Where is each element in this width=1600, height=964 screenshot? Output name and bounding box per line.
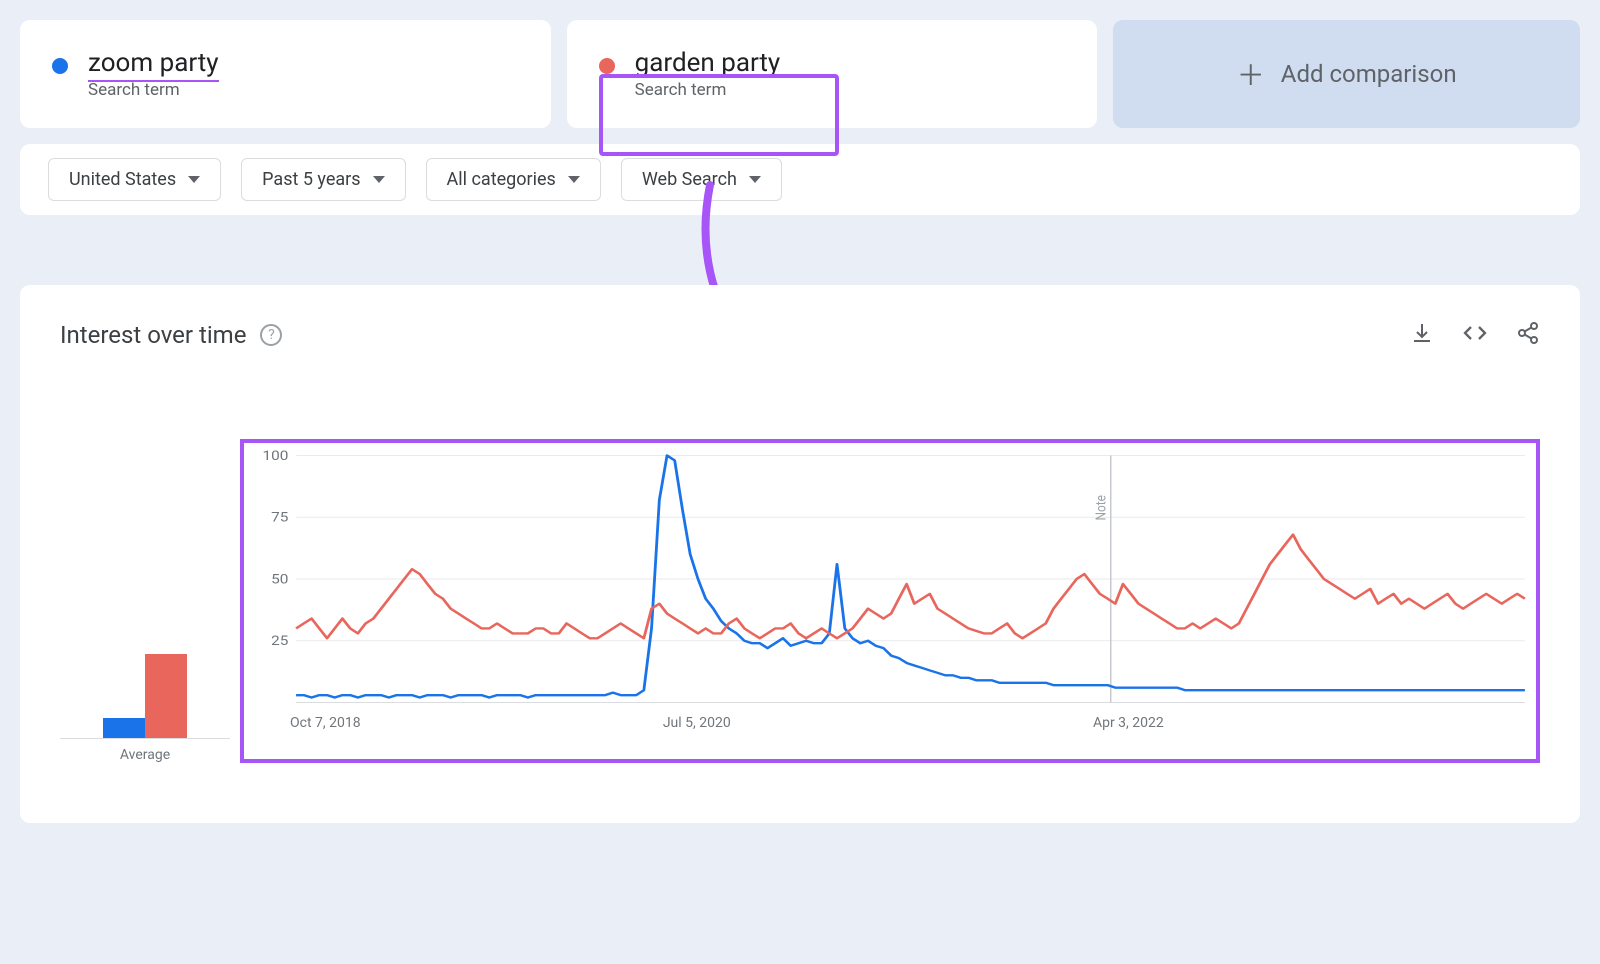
filter-label: Web Search [642, 169, 737, 190]
term-color-dot [599, 58, 615, 74]
chevron-down-icon [188, 176, 200, 183]
interest-over-time-card: Interest over time ? Average 25 50 75 100 No… [20, 285, 1580, 823]
svg-text:Note: Note [1094, 495, 1110, 521]
x-label: Apr 3, 2022 [1093, 715, 1164, 731]
filter-searchtype[interactable]: Web Search [621, 158, 782, 201]
search-terms-row: zoom party Search term garden party Sear… [20, 20, 1580, 128]
chevron-down-icon [749, 176, 761, 183]
chart-body: Average 25 50 75 100 Note Oct 7, 2018 Jul 5,… [60, 439, 1540, 763]
line-chart-highlight: 25 50 75 100 Note Oct 7, 2018 Jul 5, 2020 Ap… [240, 439, 1540, 763]
term-subtitle: Search term [635, 80, 781, 100]
chart-actions [1410, 321, 1540, 349]
average-block: Average [60, 639, 230, 763]
chevron-down-icon [373, 176, 385, 183]
term-color-dot [52, 58, 68, 74]
term-label: zoom party [88, 48, 219, 78]
term-subtitle: Search term [88, 80, 219, 100]
chevron-down-icon [568, 176, 580, 183]
term-card-garden-party[interactable]: garden party Search term [567, 20, 1098, 128]
filter-label: All categories [447, 169, 556, 190]
filter-label: United States [69, 169, 176, 190]
filters-row: United States Past 5 years All categorie… [20, 144, 1580, 215]
embed-icon[interactable] [1462, 321, 1488, 349]
svg-text:75: 75 [271, 511, 288, 526]
term-text: garden party Search term [635, 48, 781, 100]
share-icon[interactable] [1516, 321, 1540, 349]
add-comparison-label: Add comparison [1281, 60, 1457, 88]
filter-timerange[interactable]: Past 5 years [241, 158, 405, 201]
filter-geo[interactable]: United States [48, 158, 221, 201]
x-label: Jul 5, 2020 [663, 715, 731, 731]
term-label: garden party [635, 48, 781, 78]
plus-icon: ＋ [1237, 54, 1265, 94]
filter-category[interactable]: All categories [426, 158, 601, 201]
svg-text:25: 25 [271, 634, 288, 649]
average-bar [103, 718, 145, 738]
chart-header: Interest over time ? [60, 321, 1540, 349]
line-chart[interactable]: 25 50 75 100 Note [250, 449, 1530, 709]
help-icon[interactable]: ? [260, 324, 282, 346]
average-bar [145, 654, 187, 738]
chart-title-wrap: Interest over time ? [60, 321, 282, 349]
add-comparison-button[interactable]: ＋ Add comparison [1113, 20, 1580, 128]
svg-text:50: 50 [271, 572, 288, 587]
average-label: Average [60, 747, 230, 763]
chart-title: Interest over time [60, 321, 246, 349]
download-icon[interactable] [1410, 321, 1434, 349]
term-text: zoom party Search term [88, 48, 219, 100]
svg-text:100: 100 [263, 449, 289, 463]
average-bars [60, 639, 230, 739]
x-axis-labels: Oct 7, 2018 Jul 5, 2020 Apr 3, 2022 [250, 709, 1530, 731]
filter-label: Past 5 years [262, 169, 360, 190]
x-label: Oct 7, 2018 [290, 715, 361, 731]
term-card-zoom-party[interactable]: zoom party Search term [20, 20, 551, 128]
